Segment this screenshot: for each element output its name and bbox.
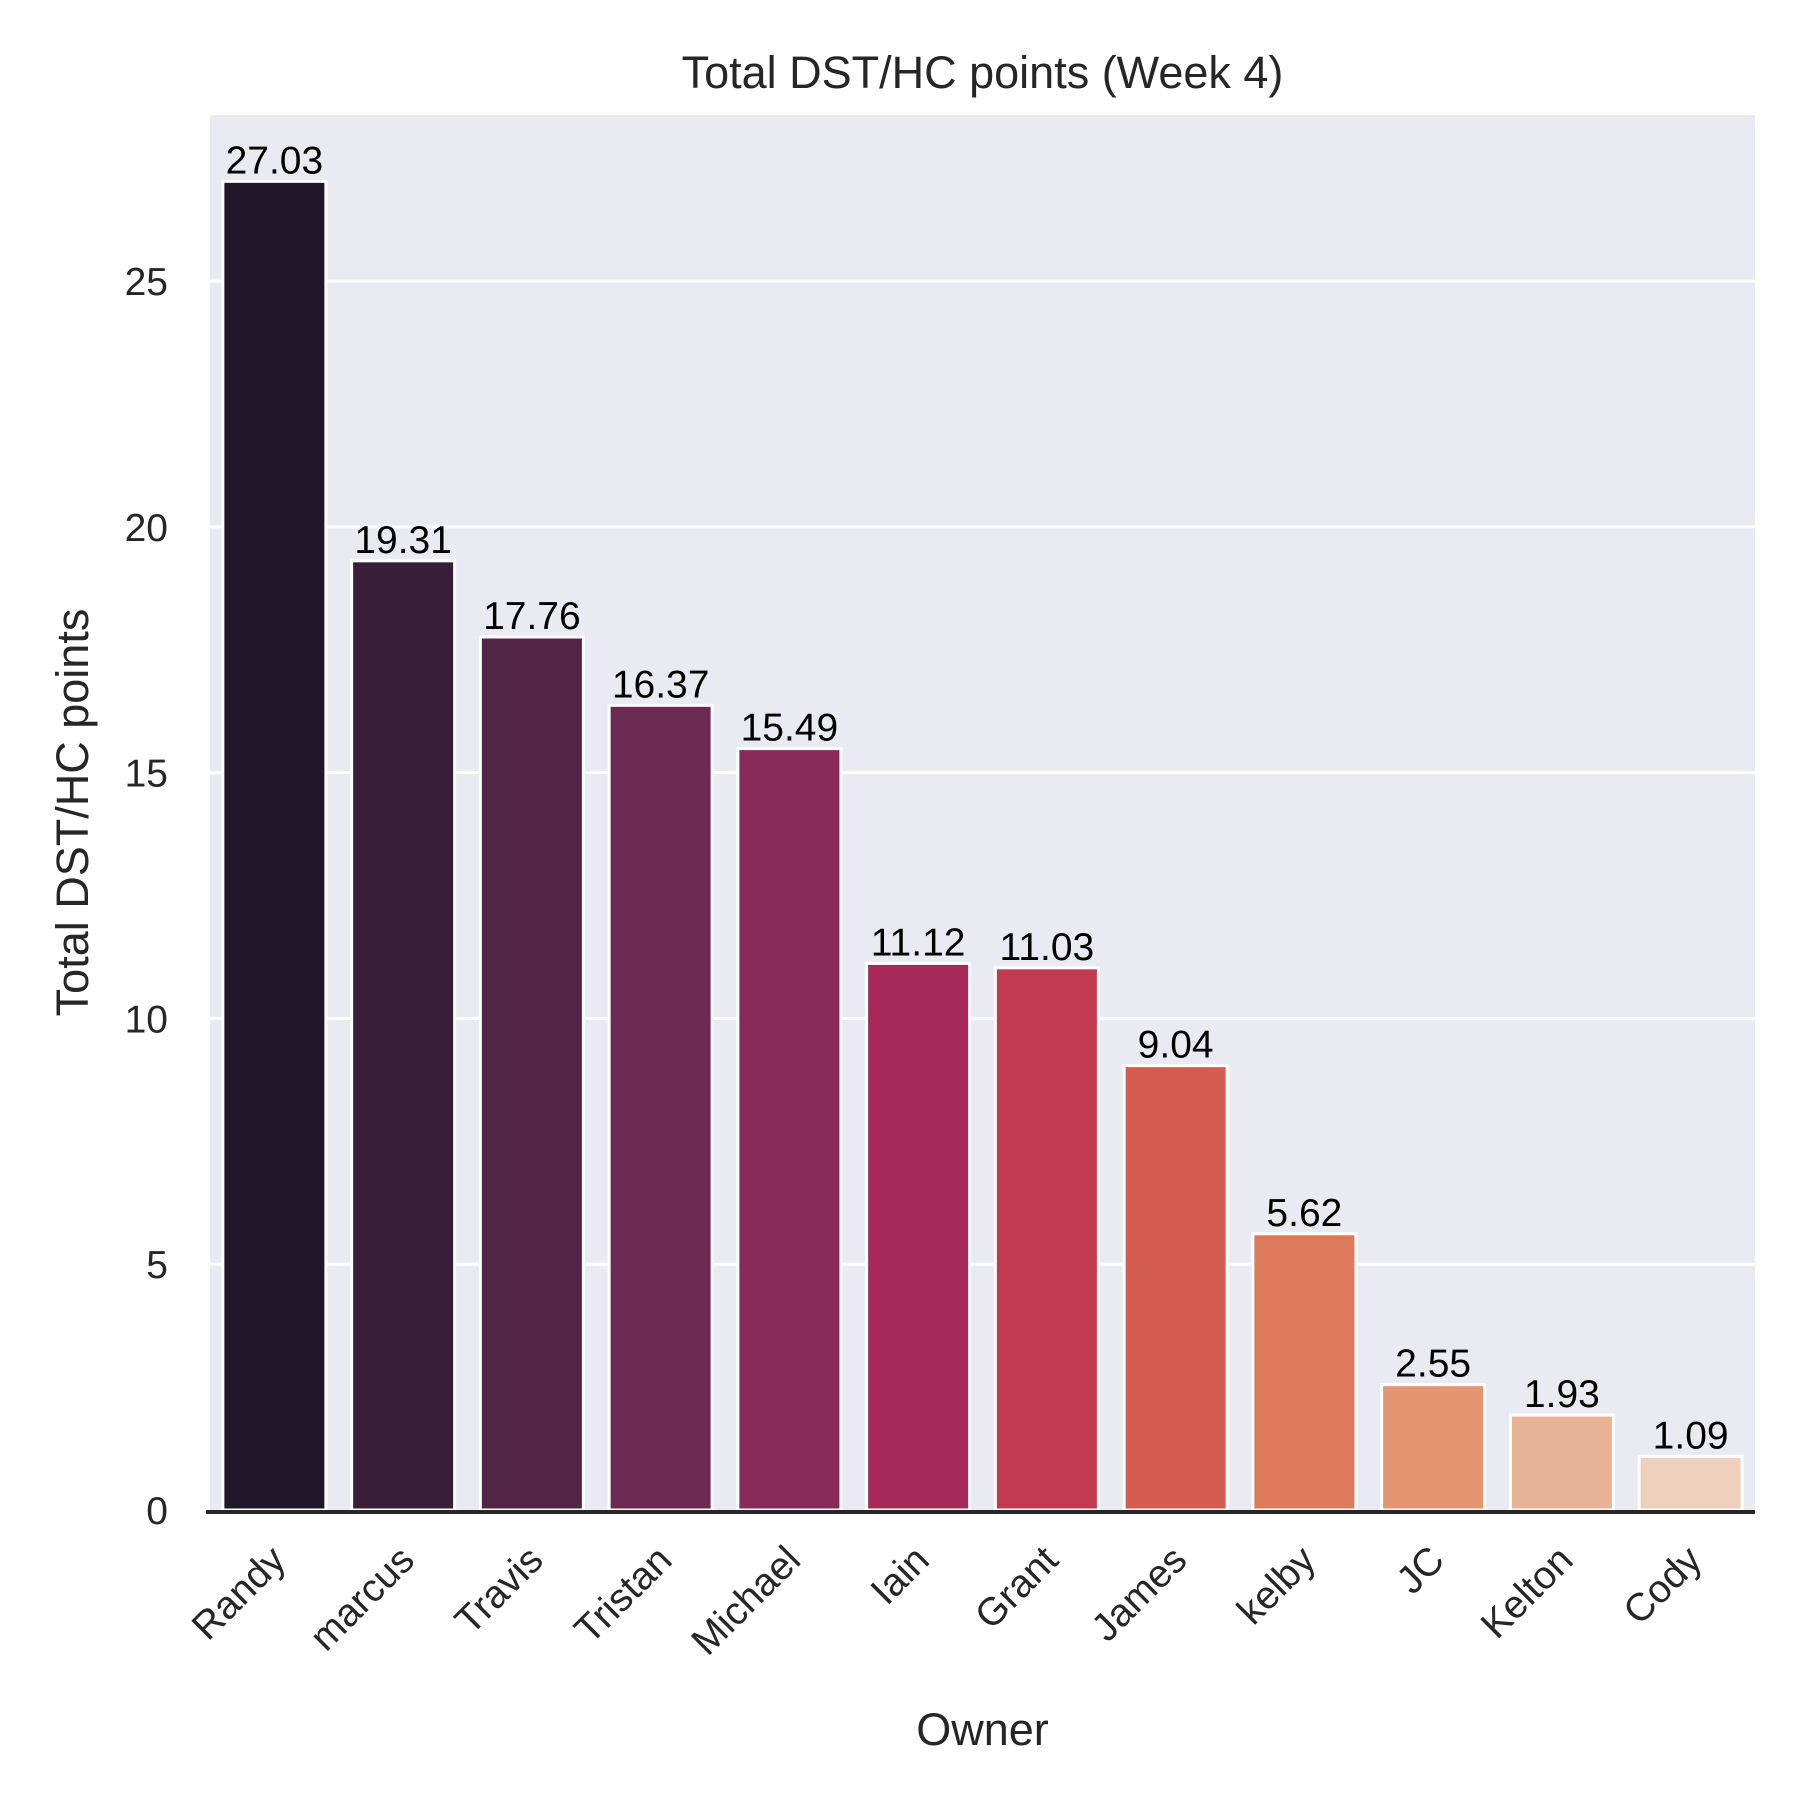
data-label: 2.55 bbox=[1395, 1343, 1471, 1386]
bars bbox=[221, 179, 1744, 1512]
x-tick-label: James bbox=[1084, 1538, 1196, 1650]
x-tick-label: Iain bbox=[863, 1538, 938, 1613]
data-label: 27.03 bbox=[226, 139, 324, 182]
x-tick-label: Travis bbox=[447, 1538, 551, 1642]
x-tick-label: marcus bbox=[302, 1538, 423, 1659]
y-tick-label: 20 bbox=[125, 507, 168, 550]
chart-title: Total DST/HC points (Week 4) bbox=[682, 47, 1284, 98]
y-tick-label: 15 bbox=[125, 753, 168, 796]
bar-travis bbox=[478, 635, 585, 1512]
bar-grant bbox=[993, 966, 1100, 1512]
bar-tristan bbox=[607, 703, 714, 1512]
data-label: 17.76 bbox=[483, 595, 581, 638]
data-labels: 27.03 19.31 17.76 16.37 15.49 11.12 11.03 9.04 5… bbox=[226, 139, 1729, 1457]
data-label: 9.04 bbox=[1138, 1024, 1214, 1067]
y-axis-label: Total DST/HC points bbox=[47, 609, 98, 1017]
data-label: 11.12 bbox=[871, 921, 966, 964]
x-tick-label: Cody bbox=[1615, 1538, 1710, 1633]
x-tick-label: Michael bbox=[684, 1538, 809, 1663]
data-label: 1.93 bbox=[1524, 1373, 1600, 1416]
y-tick-labels: 0 5 10 15 20 25 bbox=[125, 261, 168, 1533]
bar-kelby bbox=[1251, 1232, 1358, 1512]
y-tick-label: 5 bbox=[146, 1244, 168, 1287]
gridlines bbox=[210, 279, 1755, 1266]
data-label: 5.62 bbox=[1266, 1192, 1342, 1235]
x-tick-label: Tristan bbox=[567, 1538, 681, 1652]
data-label: 15.49 bbox=[741, 707, 839, 750]
y-tick-label: 0 bbox=[146, 1490, 168, 1533]
x-tick-labels: Randy marcus Travis Tristan Michael Iain Grant… bbox=[184, 1538, 1711, 1664]
bar-cody bbox=[1637, 1454, 1744, 1512]
x-tick-label: Randy bbox=[184, 1538, 294, 1648]
data-label: 1.09 bbox=[1653, 1414, 1729, 1457]
data-label: 16.37 bbox=[612, 663, 710, 706]
bar-marcus bbox=[350, 559, 457, 1512]
data-label: 19.31 bbox=[354, 519, 452, 562]
bar-randy bbox=[221, 179, 328, 1512]
x-tick-label: Kelton bbox=[1473, 1538, 1582, 1647]
plot-background bbox=[210, 115, 1755, 1510]
y-tick-label: 10 bbox=[125, 998, 168, 1041]
data-label: 11.03 bbox=[1000, 926, 1095, 969]
x-tick-label: Grant bbox=[967, 1538, 1066, 1637]
bar-jc bbox=[1380, 1383, 1487, 1512]
x-axis-label: Owner bbox=[916, 1704, 1049, 1755]
bar-michael bbox=[736, 747, 843, 1512]
bar-james bbox=[1122, 1064, 1229, 1512]
bar-iain bbox=[865, 961, 972, 1512]
y-tick-label: 25 bbox=[125, 261, 168, 304]
x-tick-label: kelby bbox=[1229, 1538, 1324, 1633]
bar-kelton bbox=[1508, 1413, 1615, 1512]
x-tick-label: JC bbox=[1389, 1538, 1453, 1602]
